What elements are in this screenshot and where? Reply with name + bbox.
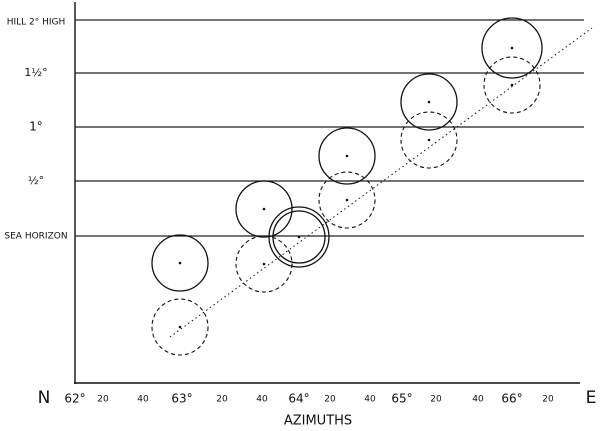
level-label: HILL 2° HIGH xyxy=(7,18,66,28)
level-lines xyxy=(75,19,584,237)
labels: HILL 2° HIGH 1½° 1° ½° SEA HORIZON 62° 20 40 63°… xyxy=(4,18,596,429)
x-tick-label: 66° xyxy=(501,392,522,406)
x-axis-title: AZIMUTHS xyxy=(284,414,352,429)
sun-path xyxy=(169,27,593,338)
x-tick-label: 63° xyxy=(171,392,192,406)
x-tick-label: 62° xyxy=(64,392,85,406)
x-tick-label: 20 xyxy=(97,395,109,405)
x-tick-label: 40 xyxy=(472,395,484,405)
centres xyxy=(178,46,514,329)
x-tick-label: 40 xyxy=(137,395,149,405)
x-tick-label: 40 xyxy=(364,395,376,405)
level-label: SEA HORIZON xyxy=(4,232,67,242)
x-tick-label: 20 xyxy=(430,395,442,405)
x-tick-label: 64° xyxy=(288,392,309,406)
x-tick-label: 40 xyxy=(256,395,268,405)
level-label: ½° xyxy=(28,174,44,187)
x-tick-label: 20 xyxy=(324,395,336,405)
observed-sun xyxy=(151,17,543,292)
axis-end-label: N xyxy=(38,388,51,408)
level-label: 1½° xyxy=(24,66,47,79)
level-label: 1° xyxy=(29,120,43,134)
axis-end-label: E xyxy=(586,388,597,408)
computed-sun xyxy=(151,56,541,356)
x-tick-label: 65° xyxy=(391,392,412,406)
axes xyxy=(74,2,580,384)
x-tick-label: 20 xyxy=(542,395,554,405)
x-tick-label: 20 xyxy=(216,395,228,405)
